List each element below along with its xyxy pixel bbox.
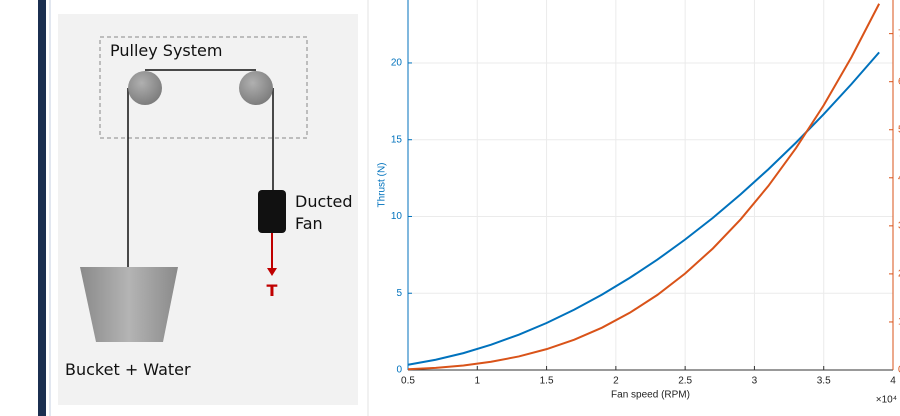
pulley — [128, 71, 162, 105]
y-tick-label: 0 — [396, 365, 402, 376]
x-tick-label: 1.5 — [540, 376, 554, 387]
x-multiplier: ×10⁴ — [876, 395, 897, 406]
bucket — [80, 267, 178, 342]
x-tick-label: 4 — [890, 376, 896, 387]
y-axis-label: Thrust (N) — [377, 163, 388, 208]
ducted-fan — [258, 190, 286, 233]
y-tick-label: 5 — [396, 288, 402, 299]
x-axis-label: Fan speed (RPM) — [611, 390, 690, 401]
x-tick-label: 3.5 — [817, 376, 831, 387]
pulley-label: Pulley System — [110, 41, 222, 60]
fan-label: Fan — [295, 214, 323, 233]
x-tick-label: 1 — [475, 376, 481, 387]
y-tick-label: 20 — [391, 58, 403, 69]
y-tick-label: 15 — [391, 134, 403, 145]
x-tick-label: 2 — [613, 376, 619, 387]
screen: Pulley System T Ducted Fan Bucket + Wate… — [0, 0, 900, 416]
bucket-label: Bucket + Water — [65, 360, 191, 379]
chart: 0.511.522.533.540510152001234567Fan spee… — [377, 0, 900, 406]
side-bar — [38, 0, 46, 416]
y-tick-label: 10 — [391, 211, 403, 222]
page: Pulley System T Ducted Fan Bucket + Wate… — [0, 0, 900, 416]
x-tick-label: 3 — [752, 376, 758, 387]
x-tick-label: 2.5 — [678, 376, 692, 387]
pulley — [239, 71, 273, 105]
plot-area — [408, 0, 893, 370]
x-tick-label: 0.5 — [401, 376, 415, 387]
thrust-label: T — [267, 281, 278, 300]
fan-label: Ducted — [295, 192, 353, 211]
